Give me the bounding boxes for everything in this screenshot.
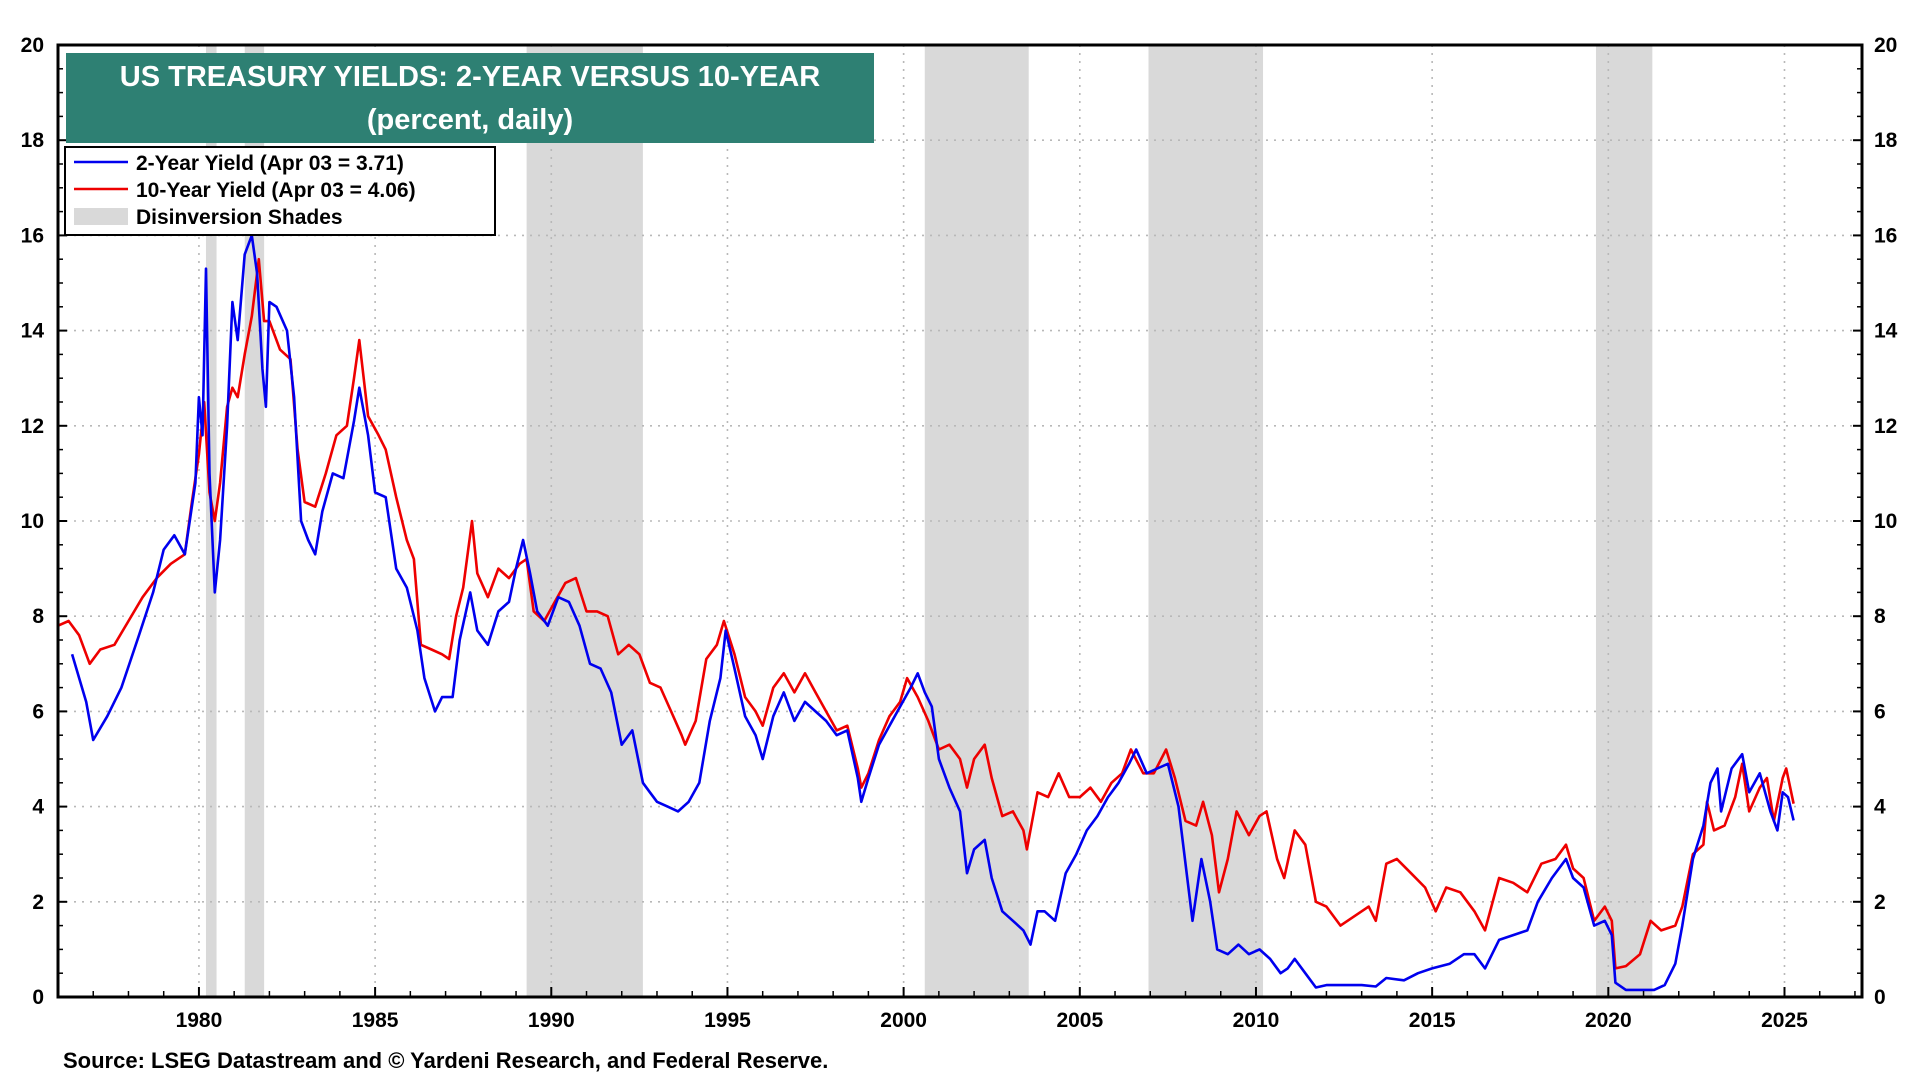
- chart-subtitle: (percent, daily): [367, 104, 573, 136]
- legend-label-2-year: 2-Year Yield (Apr 03 = 3.71): [136, 152, 404, 175]
- x-tick-label-2015: 2015: [1409, 1009, 1456, 1032]
- series-line-10-year: [57, 257, 1795, 970]
- legend-label-10-year: 10-Year Yield (Apr 03 = 4.06): [136, 179, 416, 202]
- shade-band-4: [1148, 45, 1264, 997]
- legend-swatch-shade: [74, 208, 128, 225]
- y-tick-label-right-18: 18: [1874, 129, 1898, 152]
- y-tick-label-right-8: 8: [1874, 605, 1886, 628]
- x-tick-label-2025: 2025: [1761, 1009, 1808, 1032]
- y-tick-label-left-10: 10: [21, 510, 44, 533]
- y-tick-label-left-20: 20: [21, 34, 44, 57]
- y-tick-label-left-2: 2: [32, 891, 44, 914]
- y-tick-label-right-16: 16: [1874, 224, 1897, 247]
- title-box: US TREASURY YIELDS: 2-YEAR VERSUS 10-YEA…: [66, 53, 874, 143]
- x-tick-label-2005: 2005: [1056, 1009, 1103, 1032]
- y-tick-label-right-4: 4: [1874, 796, 1886, 819]
- y-tick-label-left-14: 14: [21, 320, 45, 343]
- shade-band-1: [244, 45, 265, 997]
- y-tick-label-left-8: 8: [32, 605, 44, 628]
- y-tick-label-left-6: 6: [32, 700, 44, 723]
- y-tick-label-left-16: 16: [21, 224, 44, 247]
- y-tick-label-right-2: 2: [1874, 891, 1886, 914]
- y-tick-label-right-12: 12: [1874, 415, 1897, 438]
- x-tick-label-2010: 2010: [1233, 1009, 1280, 1032]
- y-tick-label-right-6: 6: [1874, 700, 1886, 723]
- y-tick-label-left-18: 18: [21, 129, 45, 152]
- source-note: Source: LSEG Datastream and © Yardeni Re…: [63, 1048, 828, 1073]
- y-tick-label-left-0: 0: [32, 986, 44, 1009]
- y-tick-label-left-4: 4: [32, 796, 44, 819]
- x-tick-label-1980: 1980: [176, 1009, 223, 1032]
- series-lines: [57, 234, 1795, 992]
- x-tick-label-1995: 1995: [704, 1009, 751, 1032]
- y-tick-label-right-10: 10: [1874, 510, 1897, 533]
- series-line-2-year: [70, 234, 1795, 992]
- legend-label-shades: Disinversion Shades: [136, 206, 343, 229]
- x-tick-label-1990: 1990: [528, 1009, 575, 1032]
- shade-band-3: [924, 45, 1029, 997]
- shade-band-2: [526, 45, 643, 997]
- legend: 2-Year Yield (Apr 03 = 3.71) 10-Year Yie…: [64, 146, 496, 236]
- grid-lines: [58, 45, 1862, 997]
- chart-title: US TREASURY YIELDS: 2-YEAR VERSUS 10-YEA…: [120, 61, 821, 93]
- x-tick-label-1985: 1985: [352, 1009, 399, 1032]
- y-tick-label-right-0: 0: [1874, 986, 1886, 1009]
- y-tick-label-left-12: 12: [21, 415, 44, 438]
- y-tick-label-right-14: 14: [1874, 320, 1898, 343]
- y-tick-label-right-20: 20: [1874, 34, 1897, 57]
- x-tick-label-2000: 2000: [880, 1009, 927, 1032]
- x-tick-label-2020: 2020: [1585, 1009, 1632, 1032]
